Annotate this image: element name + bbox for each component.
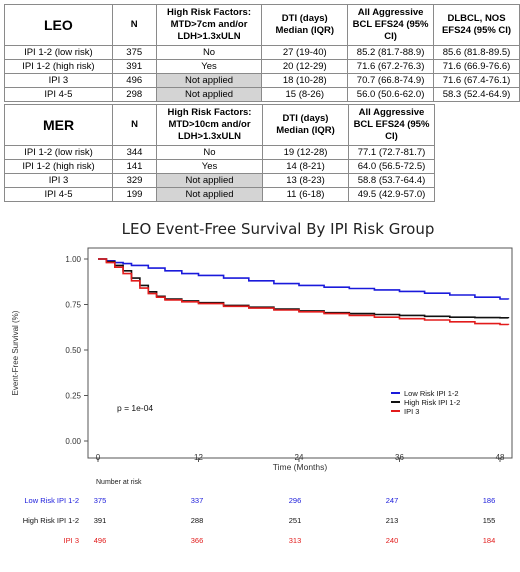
risk-count: 247: [386, 496, 399, 505]
leo-table-title: LEO: [4, 4, 113, 46]
y-tick-label: 1.00: [65, 255, 81, 264]
mer-cell-all: 49.5 (42.9-57.0): [348, 187, 435, 202]
leo-header-hrf: High Risk Factors: MTD>7cm and/or LDH>1.…: [155, 4, 263, 46]
risk-table: Low Risk IPI 1-2 375 337 296 247 186 High Risk…: [23, 496, 496, 545]
x-axis-label: Time (Months): [273, 462, 328, 472]
risk-row-label: Low Risk IPI 1-2: [24, 496, 79, 505]
series-line-1: [98, 258, 510, 300]
risk-count: 375: [94, 496, 107, 505]
y-tick-label: 0.50: [65, 346, 81, 355]
risk-count: 240: [386, 536, 399, 545]
legend-label: Low Risk IPI 1-2: [404, 389, 459, 398]
y-axis: 0.00 0.25 0.50 0.75 1.00: [65, 255, 88, 446]
mer-table: MER N High Risk Factors: MTD>10cm and/or…: [4, 104, 435, 202]
leo-table: LEO N High Risk Factors: MTD>7cm and/or …: [4, 4, 520, 102]
risk-count: 288: [191, 516, 204, 525]
x-tick-label: 24: [295, 453, 304, 462]
risk-row-label: High Risk IPI 1-2: [23, 516, 79, 525]
risk-count: 296: [289, 496, 302, 505]
mer-header-all: All Aggressive BCL EFS24 (95% CI): [348, 104, 435, 146]
leo-cell-dti: 15 (8-26): [261, 87, 349, 102]
risk-count: 186: [483, 496, 496, 505]
series-line-3: [98, 258, 510, 326]
leo-row: IPI 1-2 (high risk) 391 Yes 20 (12-29) 7…: [4, 59, 520, 74]
leo-header-n: N: [111, 4, 157, 46]
risk-count: 391: [94, 516, 107, 525]
risk-count: 251: [289, 516, 302, 525]
mer-cell-hrf: Not applied: [156, 187, 263, 202]
risk-count: 337: [191, 496, 204, 505]
leo-row: IPI 3 496 Not applied 18 (10-28) 70.7 (6…: [4, 73, 520, 88]
mer-row: IPI 3 329 Not applied 13 (8-23) 58.8 (53…: [4, 173, 435, 188]
x-tick-label: 36: [395, 453, 404, 462]
y-tick-label: 0.75: [65, 301, 81, 310]
risk-count: 313: [289, 536, 302, 545]
risk-row-label: IPI 3: [64, 536, 79, 545]
risk-table-heading: Number at risk: [96, 479, 142, 486]
mer-cell-group: IPI 4-5: [4, 187, 113, 202]
legend-label: IPI 3: [404, 407, 419, 416]
mer-row: IPI 1-2 (high risk) 141 Yes 14 (8-21) 64…: [4, 159, 435, 174]
x-tick-label: 12: [194, 453, 203, 462]
x-tick-label: 48: [496, 453, 505, 462]
leo-row: IPI 4-5 298 Not applied 15 (8-26) 56.0 (…: [4, 87, 520, 102]
risk-count: 496: [94, 536, 107, 545]
risk-count: 213: [386, 516, 399, 525]
risk-count: 155: [483, 516, 496, 525]
chart-title: LEO Event-Free Survival By IPI Risk Grou…: [122, 220, 435, 238]
risk-count: 184: [483, 536, 496, 545]
x-tick-label: 0: [96, 453, 101, 462]
y-axis-label: Event-Free Survival (%): [11, 310, 20, 395]
y-tick-label: 0.25: [65, 392, 81, 401]
leo-header-dlbcl: DLBCL, NOS EFS24 (95% CI): [433, 4, 520, 46]
leo-cell-n: 298: [111, 87, 157, 102]
risk-count: 366: [191, 536, 204, 545]
x-axis: 0 12 24 36 48: [96, 453, 505, 462]
mer-cell-n: 199: [112, 187, 157, 202]
legend-label: High Risk IPI 1-2: [404, 398, 460, 407]
survival-curves: [98, 258, 510, 326]
mer-row: IPI 4-5 199 Not applied 11 (6-18) 49.5 (…: [4, 187, 435, 202]
mer-table-title: MER: [4, 104, 113, 146]
leo-cell-hrf: Not applied: [155, 73, 263, 88]
leo-cell-dlbcl: 58.3 (52.4-64.9): [433, 87, 520, 102]
plot-frame: [87, 247, 513, 459]
p-value: p = 1e-04: [117, 403, 153, 413]
leo-cell-group: IPI 4-5: [4, 87, 113, 102]
y-tick-label: 0.00: [65, 437, 81, 446]
leo-cell-hrf: Not applied: [155, 87, 263, 102]
mer-header-hrf: High Risk Factors: MTD>10cm and/or LDH>1…: [156, 104, 263, 146]
